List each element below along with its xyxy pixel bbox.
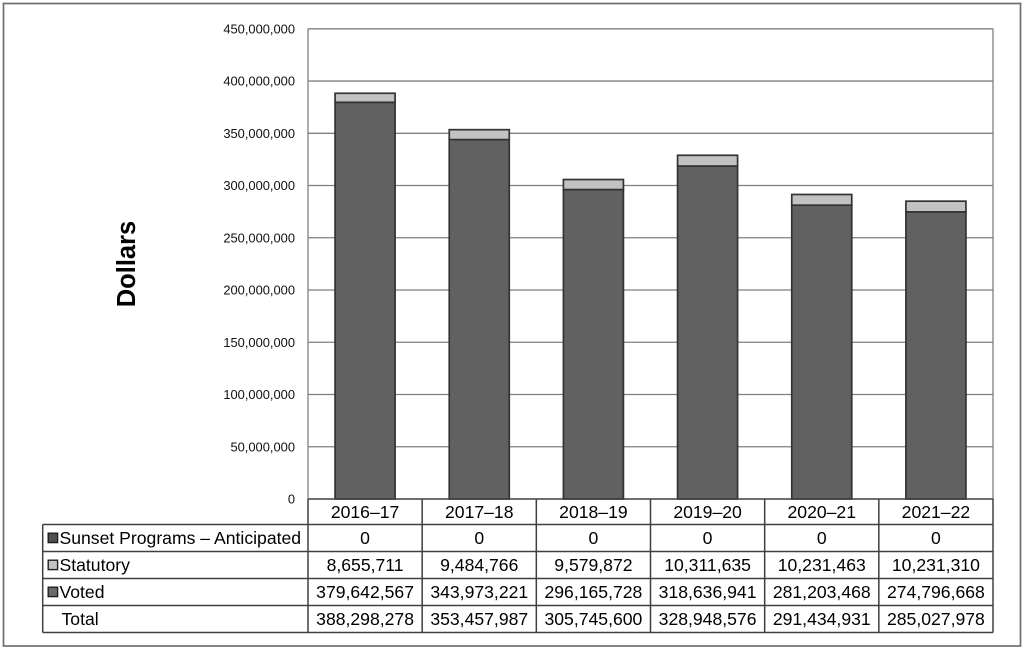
svg-text:274,796,668: 274,796,668 <box>887 582 985 602</box>
svg-text:9,579,872: 9,579,872 <box>554 555 632 575</box>
svg-text:305,745,600: 305,745,600 <box>544 609 642 629</box>
svg-text:285,027,978: 285,027,978 <box>887 609 985 629</box>
svg-text:296,165,728: 296,165,728 <box>544 582 642 602</box>
svg-text:350,000,000: 350,000,000 <box>223 126 295 141</box>
svg-text:2020–21: 2020–21 <box>788 502 857 522</box>
svg-text:353,457,987: 353,457,987 <box>430 609 528 629</box>
svg-text:300,000,000: 300,000,000 <box>223 178 295 193</box>
svg-text:2016–17: 2016–17 <box>331 502 400 522</box>
svg-text:Total: Total <box>62 609 99 629</box>
svg-text:10,231,463: 10,231,463 <box>778 555 866 575</box>
svg-text:250,000,000: 250,000,000 <box>223 230 295 245</box>
svg-text:2019–20: 2019–20 <box>673 502 742 522</box>
svg-text:Statutory: Statutory <box>60 555 131 575</box>
svg-text:2021–22: 2021–22 <box>902 502 971 522</box>
svg-text:8,655,711: 8,655,711 <box>327 555 404 575</box>
svg-text:0: 0 <box>703 528 713 548</box>
svg-text:450,000,000: 450,000,000 <box>223 21 295 36</box>
svg-text:150,000,000: 150,000,000 <box>223 335 295 350</box>
svg-text:328,948,576: 328,948,576 <box>659 609 757 629</box>
svg-text:343,973,221: 343,973,221 <box>430 582 528 602</box>
svg-text:100,000,000: 100,000,000 <box>223 387 295 402</box>
svg-text:Dollars: Dollars <box>113 221 141 307</box>
svg-text:0: 0 <box>288 492 295 507</box>
svg-text:2018–19: 2018–19 <box>559 502 628 522</box>
svg-text:50,000,000: 50,000,000 <box>230 439 295 454</box>
svg-text:388,298,278: 388,298,278 <box>316 609 414 629</box>
svg-text:10,311,635: 10,311,635 <box>664 555 751 575</box>
svg-text:Sunset Programs – Anticipated: Sunset Programs – Anticipated <box>60 528 302 548</box>
svg-text:10,231,310: 10,231,310 <box>892 555 980 575</box>
svg-text:9,484,766: 9,484,766 <box>440 555 518 575</box>
svg-text:0: 0 <box>360 528 370 548</box>
svg-text:400,000,000: 400,000,000 <box>223 74 295 89</box>
svg-text:2017–18: 2017–18 <box>445 502 514 522</box>
svg-text:200,000,000: 200,000,000 <box>223 283 295 298</box>
svg-text:291,434,931: 291,434,931 <box>773 609 871 629</box>
svg-text:281,203,468: 281,203,468 <box>773 582 871 602</box>
svg-text:318,636,941: 318,636,941 <box>659 582 757 602</box>
svg-text:0: 0 <box>474 528 484 548</box>
svg-text:379,642,567: 379,642,567 <box>316 582 414 602</box>
svg-text:0: 0 <box>931 528 941 548</box>
svg-text:0: 0 <box>817 528 827 548</box>
svg-text:Voted: Voted <box>60 582 105 602</box>
svg-text:0: 0 <box>589 528 599 548</box>
